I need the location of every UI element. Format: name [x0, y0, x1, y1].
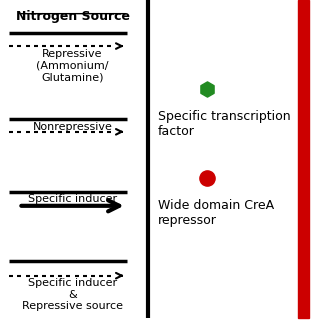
Point: [204, 175, 210, 180]
Text: Nitrogen Source: Nitrogen Source: [16, 10, 130, 23]
Text: Repressive
(Ammonium/
Glutamine): Repressive (Ammonium/ Glutamine): [36, 49, 109, 83]
Point: [204, 86, 210, 92]
Text: Specific transcription
factor: Specific transcription factor: [157, 109, 290, 138]
Text: Specific inducer: Specific inducer: [28, 194, 117, 204]
Text: Nonrepressive: Nonrepressive: [33, 122, 113, 132]
Text: Specific inducer
&
Repressive source: Specific inducer & Repressive source: [22, 278, 123, 311]
Bar: [298, 0, 309, 317]
Text: Wide domain CreA
repressor: Wide domain CreA repressor: [157, 198, 274, 227]
